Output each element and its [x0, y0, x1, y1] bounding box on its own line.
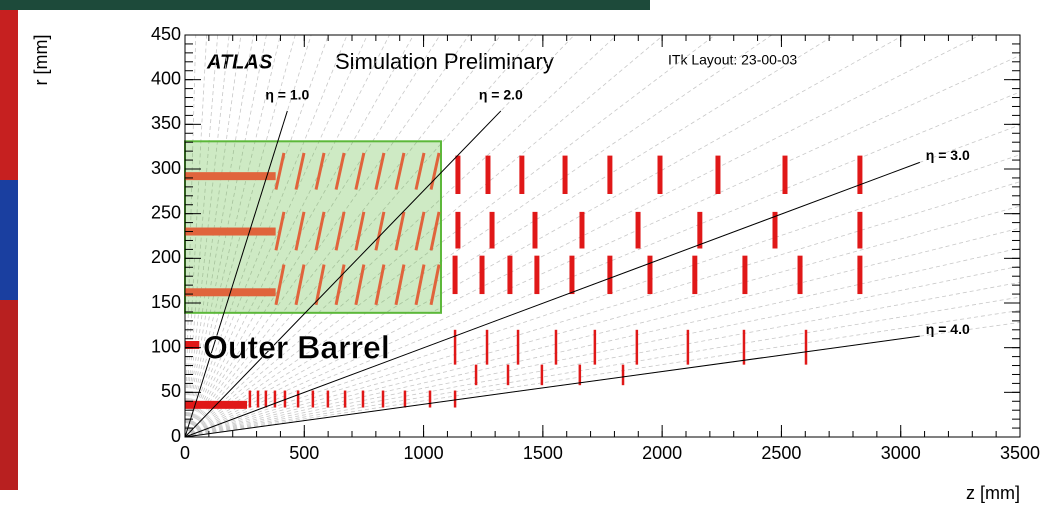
- region-label: Outer Barrel: [203, 329, 390, 365]
- chart-title: ATLAS: [206, 51, 273, 73]
- module: [429, 264, 441, 306]
- module: [274, 211, 286, 251]
- eta-line: [184, 335, 920, 438]
- module: [394, 152, 406, 190]
- guide-line: [184, 34, 281, 438]
- x-tick-label: 3000: [881, 443, 921, 463]
- stave: [185, 227, 276, 236]
- y-tick-label: 0: [171, 426, 181, 446]
- eta-label: η = 1.0: [265, 87, 309, 103]
- module: [314, 211, 326, 251]
- x-axis-label: z [mm]: [966, 483, 1020, 503]
- guide-line: [184, 34, 470, 438]
- module: [354, 152, 366, 190]
- module: [314, 152, 326, 190]
- guide-line: [184, 34, 329, 438]
- plot-frame: [184, 34, 1021, 438]
- guide-line: [184, 34, 904, 438]
- cropped-image-edge: [0, 0, 650, 10]
- cropped-image-edge: [0, 300, 18, 490]
- guide-line: [184, 247, 1021, 438]
- guide-line: [184, 34, 537, 438]
- eta-line: [184, 110, 288, 438]
- module: [414, 264, 426, 306]
- module: [414, 211, 426, 251]
- x-tick-label: 1500: [523, 443, 563, 463]
- guide-line: [184, 34, 502, 438]
- guide-line: [184, 34, 716, 438]
- layout-label: ITk Layout: 23-00-03: [668, 52, 797, 68]
- guide-line: [184, 34, 390, 438]
- eta-label: η = 2.0: [479, 87, 523, 103]
- y-tick-label: 150: [151, 292, 181, 312]
- y-tick-label: 200: [151, 247, 181, 267]
- stave: [185, 172, 276, 181]
- module: [334, 211, 346, 251]
- guide-line: [184, 281, 1021, 438]
- x-tick-label: 1000: [404, 443, 444, 463]
- guide-line: [184, 54, 1021, 438]
- guide-line: [184, 265, 1021, 438]
- stave: [185, 340, 200, 349]
- module: [429, 211, 441, 251]
- guide-line: [184, 34, 664, 438]
- module: [294, 211, 306, 251]
- guide-line: [184, 34, 441, 438]
- cropped-image-edge: [0, 10, 18, 180]
- region-box: [184, 140, 442, 314]
- module: [374, 152, 386, 190]
- eta-line: [184, 161, 920, 438]
- module: [294, 264, 306, 306]
- y-tick-label: 300: [151, 158, 181, 178]
- module: [334, 264, 346, 306]
- guide-line: [184, 34, 835, 438]
- guide-line: [184, 34, 618, 438]
- x-tick-label: 2500: [761, 443, 801, 463]
- y-tick-label: 50: [161, 381, 181, 401]
- y-tick-label: 250: [151, 202, 181, 222]
- cropped-image-edge: [0, 180, 18, 300]
- y-axis-label: r [mm]: [31, 35, 51, 86]
- x-tick-label: 3500: [1000, 443, 1040, 463]
- eta-label: η = 4.0: [926, 321, 970, 337]
- module: [394, 264, 406, 306]
- guide-line: [184, 34, 267, 438]
- guide-line: [184, 34, 981, 438]
- module: [354, 211, 366, 251]
- module: [374, 264, 386, 306]
- guide-line: [184, 91, 1021, 438]
- guide-line: [184, 34, 254, 438]
- module: [294, 152, 306, 190]
- y-tick-label: 450: [151, 24, 181, 44]
- module: [314, 264, 326, 306]
- guide-line: [184, 296, 1021, 438]
- module: [374, 211, 386, 251]
- module: [274, 264, 286, 306]
- eta-label: η = 3.0: [926, 147, 970, 163]
- module: [274, 152, 286, 190]
- module: [429, 152, 441, 190]
- y-tick-label: 350: [151, 113, 181, 133]
- guide-line: [184, 34, 242, 438]
- guide-line: [184, 181, 1021, 438]
- guide-line: [184, 34, 230, 438]
- x-tick-label: 500: [289, 443, 319, 463]
- module: [334, 152, 346, 190]
- guide-line: [184, 34, 219, 438]
- guide-line: [184, 34, 348, 438]
- y-tick-label: 400: [151, 68, 181, 88]
- guide-line: [184, 309, 1021, 438]
- module: [354, 264, 366, 306]
- module: [414, 152, 426, 190]
- y-tick-label: 100: [151, 336, 181, 356]
- guide-line: [184, 227, 1021, 438]
- x-tick-label: 0: [180, 443, 190, 463]
- guide-line: [184, 205, 1021, 438]
- eta-line: [184, 110, 502, 438]
- x-tick-label: 2000: [642, 443, 682, 463]
- module: [394, 211, 406, 251]
- guide-line: [184, 34, 368, 438]
